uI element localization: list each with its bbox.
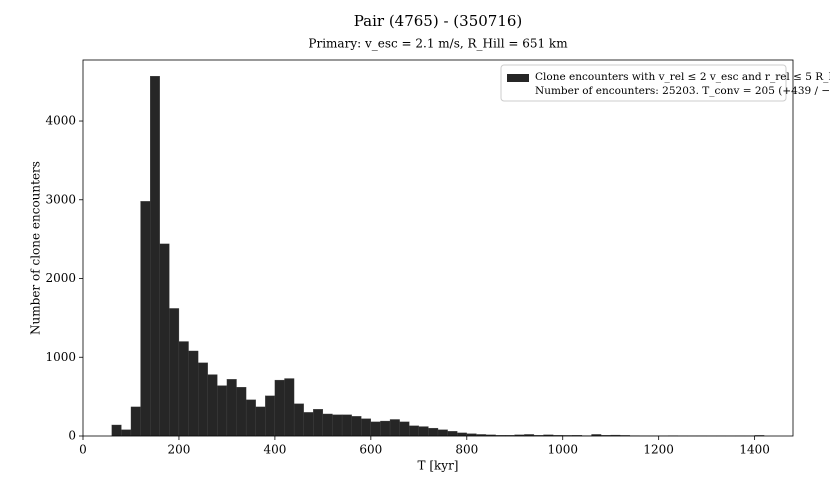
bar [197, 362, 208, 437]
bar [428, 427, 439, 437]
bar [447, 431, 458, 437]
bar [332, 414, 343, 437]
bar [274, 379, 285, 437]
legend-label: Clone encounters with v_rel ≤ 2 v_esc an… [535, 71, 830, 83]
bar [169, 308, 180, 437]
x-axis-label: T [kyr] [418, 459, 459, 473]
bar [245, 399, 256, 437]
bar [303, 412, 314, 437]
y-tick-label: 4000 [45, 114, 76, 128]
bar [236, 387, 247, 437]
x-tick-label: 1000 [547, 443, 578, 457]
bar [293, 403, 304, 437]
bar [265, 395, 276, 437]
bar [130, 406, 141, 437]
x-tick-label: 1200 [643, 443, 674, 457]
bar [457, 432, 467, 437]
legend-box [500, 64, 787, 102]
legend-note: Number of encounters: 25203. T_conv = 20… [535, 85, 830, 97]
bar [418, 426, 429, 437]
bar [150, 75, 160, 437]
bar [178, 341, 189, 437]
bar [217, 385, 228, 437]
bar [341, 414, 352, 437]
bar [140, 201, 151, 437]
x-tick-label: 400 [263, 443, 286, 457]
y-tick-label: 0 [68, 429, 76, 443]
bar [207, 374, 218, 437]
x-tick-label: 200 [167, 443, 190, 457]
bar [370, 421, 381, 437]
bar [389, 419, 400, 437]
x-tick-label: 0 [79, 443, 87, 457]
legend-swatch [507, 74, 529, 82]
y-tick-label: 2000 [45, 271, 76, 285]
x-tick-label: 800 [455, 443, 478, 457]
bar [361, 418, 371, 437]
x-tick-label: 600 [359, 443, 382, 457]
bar [121, 429, 132, 437]
x-tick-label: 1400 [739, 443, 770, 457]
bar [188, 350, 199, 437]
bar [313, 409, 324, 437]
y-axis-label: Number of clone encounters [29, 161, 43, 335]
chart-title: Pair (4765) - (350716) [354, 12, 523, 30]
bar [226, 379, 237, 437]
bar [322, 413, 333, 437]
bar [159, 243, 170, 437]
y-tick-label: 3000 [45, 192, 76, 206]
bar [399, 421, 410, 437]
bar [380, 420, 391, 437]
bar [255, 406, 266, 437]
bar [351, 416, 362, 437]
bar [437, 429, 448, 437]
y-tick-label: 1000 [45, 350, 76, 364]
chart-subtitle: Primary: v_esc = 2.1 m/s, R_Hill = 651 k… [308, 37, 568, 51]
bar [284, 378, 295, 437]
bar [409, 425, 419, 437]
plot-frame [82, 59, 794, 437]
bar [111, 424, 122, 437]
